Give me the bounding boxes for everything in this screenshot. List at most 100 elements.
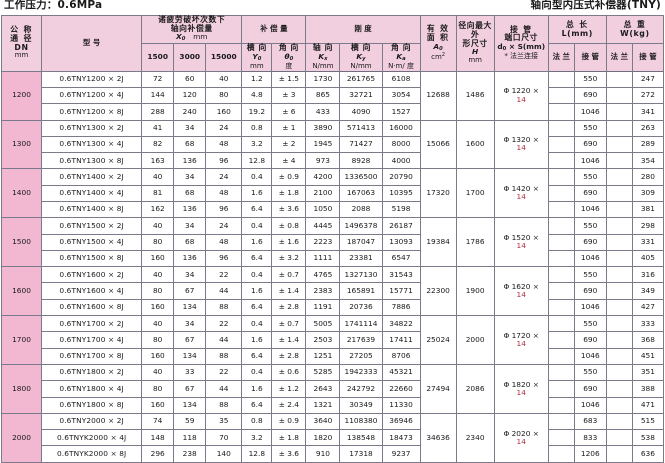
axial-stiffness-value: 1730 [305,70,341,88]
weight-flange-value [605,200,633,219]
x-3000-value: 34 [173,266,207,284]
angular-comp-value: ± 1.4 [271,282,307,300]
weight-pipe-value: 289 [631,135,665,154]
table-body: 1200 0.6TNY1200 × 2J 72 60 40 1.2 ± 1.5 1730 261… [0,70,665,463]
lateral-stiffness-value: 242792 [339,380,383,398]
axial-stiffness-value: 3640 [305,412,341,431]
lateral-stiffness-value: 20736 [339,298,383,317]
length-pipe-value: 550 [573,119,607,137]
model-name: 0.6TNY1500 × 4J [41,233,143,251]
x-15000-value: 88 [205,347,243,365]
length-flange-value [547,282,575,300]
model-name: 0.6TNY1700 × 2J [41,315,143,333]
model-name: 0.6TNY1700 × 8J [41,347,143,365]
x-3000-value: 136 [173,249,207,268]
pipe-end-thickness: 14 [516,241,526,251]
dn-value: 1600 [0,266,43,317]
fatigue-line2: 轴向补偿量 [170,23,213,33]
x-3000-value: 136 [173,152,207,170]
length-flange-value [547,315,575,333]
angular-comp-value: ± 2 [271,135,307,154]
length-pipe-value: 1046 [573,298,607,317]
weight-pipe-value: 427 [631,298,665,317]
weight-pipe-value: 405 [631,249,665,268]
length-pipe-value: 550 [573,266,607,284]
x-1500-value: 144 [141,86,175,105]
x-1500-value: 160 [141,298,175,317]
x-15000-value: 48 [205,184,243,202]
col-weight-pipe: 接 管 [631,43,665,72]
x-1500-value: 296 [141,445,175,463]
weight-pipe-value: 351 [631,363,665,382]
x-15000-value: 22 [205,315,243,333]
x-1500-value: 163 [141,152,175,170]
col-weight-flange: 法 兰 [605,43,633,72]
x-1500-value: 72 [141,70,175,88]
col-model: 型 号 [41,15,143,72]
weight-line1: 总 重 [623,19,647,29]
x-15000-value: 44 [205,331,243,349]
x-1500-value: 160 [141,347,175,365]
length-pipe-value: 1046 [573,152,607,170]
axial-stiffness-value: 5285 [305,363,341,382]
table-row: 0.6TNY1300 × 8J 163 136 96 12.8 ± 4 973 8928 400… [2,152,665,170]
pipe-end-thickness: 14 [516,339,526,348]
pipe-end-diameter: Φ 1420 × [503,184,539,194]
x-3000-value: 134 [173,396,207,414]
lateral-stiffness-value: 23381 [339,249,383,268]
lateral-comp-symbol: Y0 [252,51,262,62]
length-flange-value [547,70,575,88]
length-flange-value [547,298,575,317]
x-3000-value: 240 [173,103,207,121]
length-flange-value [547,380,575,398]
angular-stiffness-value: 6108 [381,70,421,88]
x-15000-value: 96 [205,249,243,268]
angular-stiff-unit: N·m/ 度 [388,61,414,70]
lateral-comp-value: 6.4 [241,298,273,317]
table-row: 0.6TNY1600 × 8J 160 134 88 6.4 ± 2.8 1191 20736… [2,298,665,317]
axial-stiffness-value: 1321 [305,396,341,414]
length-pipe-value: 690 [573,184,607,202]
outer-dimension-value: 1900 [455,266,495,317]
angular-comp-value: ± 4 [271,152,307,170]
table-row: 1700 0.6TNY1700 × 2J 40 34 22 0.4 ± 0.7 5005 174… [0,315,665,365]
pipe-end-size-value: Φ 1720 × 14 [493,315,549,365]
x-15000-value: 96 [205,200,243,219]
x-1500-value: 80 [141,380,175,398]
x-1500-value: 40 [141,266,175,284]
outer-dimension-value: 2340 [455,412,495,463]
x-1500-value: 80 [141,233,175,251]
effective-area-value: 15066 [419,119,457,170]
length-pipe-value: 683 [573,412,607,431]
length-pipe-value: 550 [573,217,607,235]
axial-stiffness-value: 4445 [305,217,341,235]
x-3000-value: 34 [173,315,207,333]
lateral-comp-value: 6.4 [241,249,273,268]
angular-stiffness-value: 20790 [381,168,421,186]
axial-stiffness-value: 2223 [305,233,341,251]
x-15000-value: 48 [205,233,243,251]
angular-comp-value: ± 2.8 [271,298,307,317]
axial-stiffness-value: 865 [305,86,341,105]
table-row: 1300 0.6TNY1300 × 2J 41 34 24 0.8 ± 1 3890 57141… [0,119,665,170]
weight-pipe-value: 388 [631,380,665,398]
x-3000-value: 67 [173,380,207,398]
pipe-end-diameter: Φ 2020 × [503,428,539,438]
effective-area-value: 27494 [419,363,457,414]
angular-comp-value: ± 0.9 [271,168,307,186]
dn-value: 1400 [0,168,43,219]
length-flange-value [547,331,575,349]
weight-flange-value [605,103,633,121]
length-pipe-value: 550 [573,168,607,186]
model-name: 0.6TNY1600 × 4J [41,282,143,300]
x-15000-value: 24 [205,217,243,235]
outer-dimension-value: 1600 [455,119,495,170]
table-row: 0.6TNY1400 × 4J 81 68 48 1.6 ± 1.8 2100 167063 1… [2,184,665,202]
angular-comp-value: ± 1.8 [271,429,307,447]
lateral-stiffness-value: 32721 [339,86,383,105]
x-15000-value: 160 [205,103,243,121]
model-name: 0.6TNY1300 × 2J [41,119,143,137]
lateral-comp-cn: 横 向 [246,43,267,53]
x-1500-value: 160 [141,249,175,268]
x-3000-value: 68 [173,233,207,251]
